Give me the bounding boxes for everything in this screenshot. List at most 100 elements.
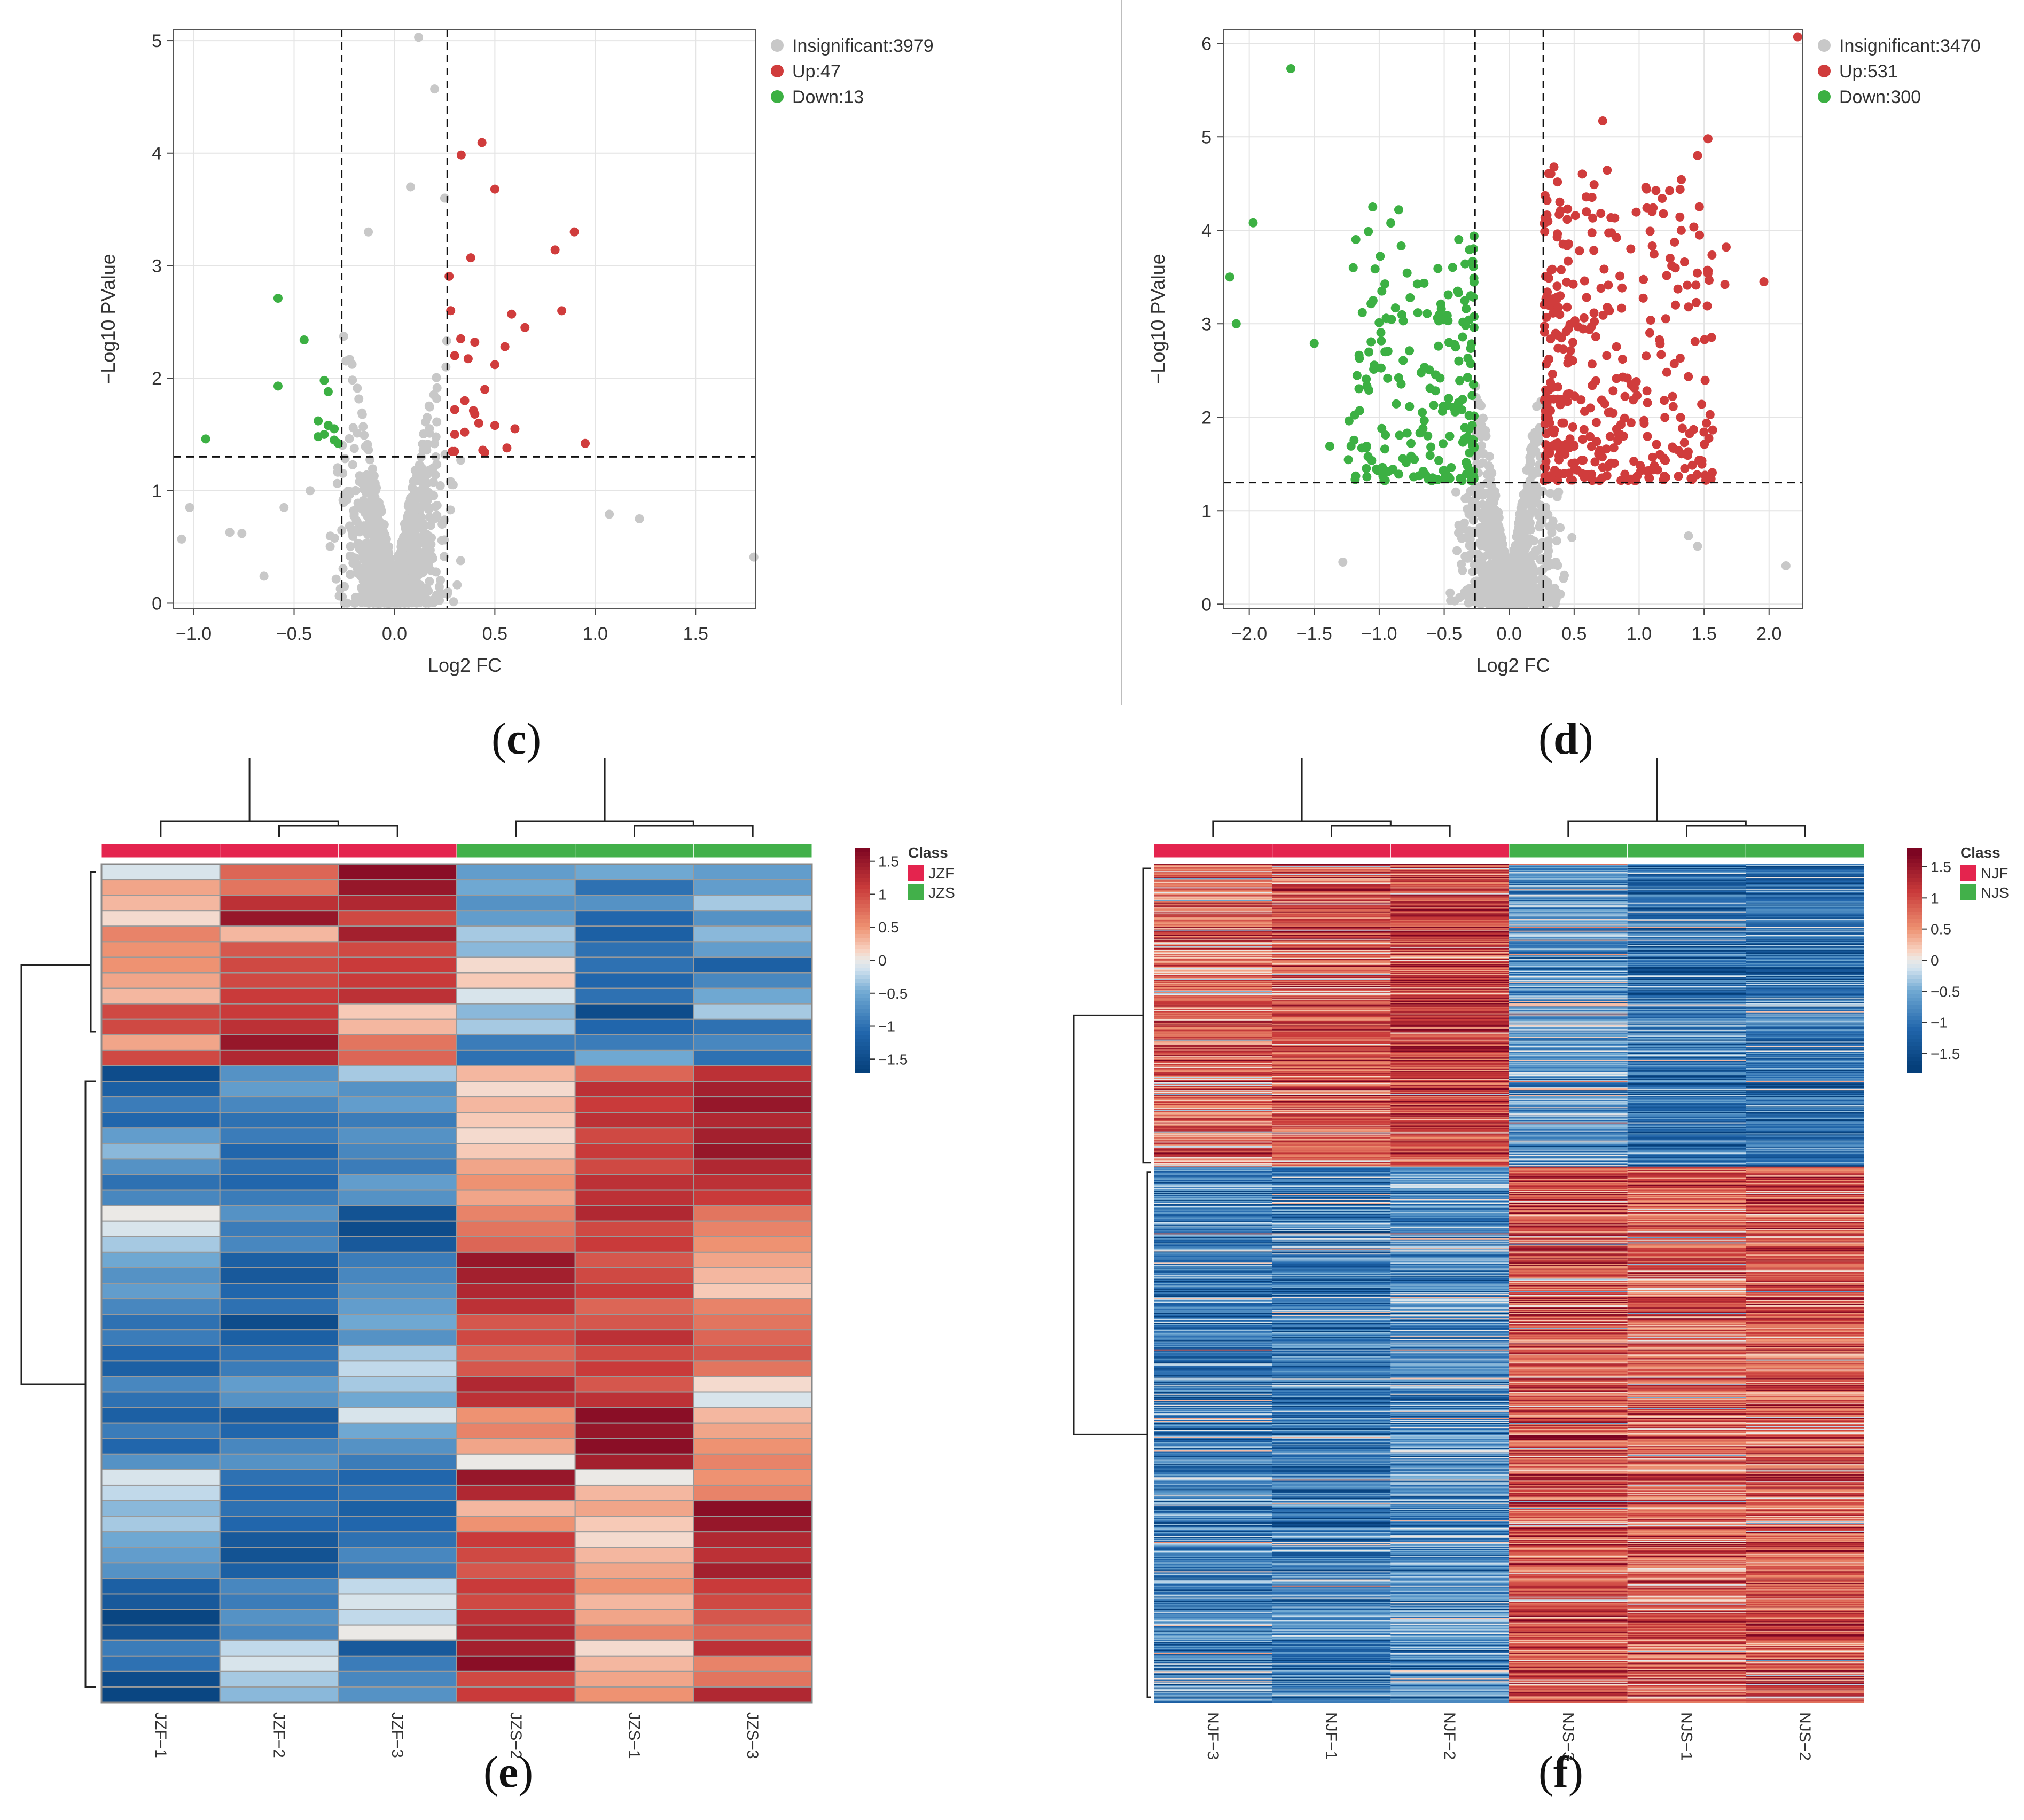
heatmap-cell bbox=[1390, 895, 1509, 897]
heatmap-cell bbox=[1390, 903, 1509, 905]
heatmap-cell bbox=[1390, 1095, 1509, 1097]
up-point bbox=[1542, 293, 1551, 302]
heatmap-cell bbox=[1154, 1080, 1272, 1081]
heatmap-cell bbox=[1509, 1053, 1628, 1054]
insignificant-point bbox=[424, 586, 433, 596]
heatmap-cell bbox=[1390, 943, 1509, 944]
heatmap-cell bbox=[101, 1376, 221, 1393]
heatmap-cell bbox=[1746, 1073, 1864, 1074]
insignificant-point bbox=[431, 432, 441, 442]
up-point bbox=[1647, 241, 1657, 250]
heatmap-cell bbox=[1746, 914, 1864, 916]
heatmap-cell bbox=[1390, 1111, 1509, 1113]
heatmap-cell bbox=[1154, 1128, 1272, 1130]
heatmap-cell bbox=[1390, 866, 1509, 868]
up-point bbox=[474, 418, 483, 428]
heatmap-cell bbox=[1509, 914, 1628, 916]
heatmap-cell bbox=[1272, 912, 1391, 914]
heatmap-cell bbox=[1746, 1104, 1864, 1106]
heatmap-cell bbox=[1509, 899, 1628, 901]
heatmap-cell bbox=[1272, 902, 1391, 904]
down-point bbox=[1376, 252, 1385, 261]
colorbar-segment bbox=[855, 1031, 870, 1035]
heatmap-cell bbox=[1154, 883, 1272, 885]
heatmap-cell bbox=[1746, 907, 1864, 909]
insignificant-point bbox=[400, 534, 409, 544]
insignificant-point bbox=[1543, 551, 1552, 561]
down-point bbox=[1378, 472, 1388, 481]
up-point bbox=[1660, 413, 1670, 422]
heatmap-cell bbox=[1509, 1084, 1628, 1086]
heatmap-cell bbox=[338, 1547, 457, 1564]
heatmap-cell bbox=[1746, 875, 1864, 877]
heatmap-cell bbox=[1272, 972, 1391, 974]
up-point bbox=[1660, 396, 1669, 405]
heatmap-cell bbox=[574, 1547, 694, 1564]
heatmap-cell bbox=[1627, 1046, 1746, 1048]
heatmap-cell bbox=[1272, 1015, 1391, 1017]
down-point bbox=[1348, 263, 1358, 272]
heatmap-cell bbox=[1746, 924, 1864, 926]
insignificant-point bbox=[335, 584, 345, 594]
heatmap-cell bbox=[1509, 946, 1628, 947]
heatmap-cell bbox=[1746, 1057, 1864, 1060]
heatmap-cell bbox=[1272, 977, 1391, 979]
heatmap-cell bbox=[1154, 899, 1272, 901]
down-point bbox=[1405, 346, 1415, 356]
heatmap-cell bbox=[1390, 942, 1509, 943]
heatmap-cell bbox=[1627, 945, 1746, 946]
insignificant-point bbox=[1475, 529, 1485, 538]
heatmap-cell bbox=[1509, 921, 1628, 923]
heatmap-cell bbox=[1154, 877, 1272, 879]
insignificant-point bbox=[415, 503, 425, 513]
heatmap-cell bbox=[1272, 946, 1391, 947]
heatmap-cell bbox=[1746, 1056, 1864, 1058]
heatmap-cell bbox=[1627, 1056, 1746, 1058]
heatmap-cell bbox=[1746, 1095, 1864, 1097]
up-point bbox=[1668, 391, 1677, 401]
heatmap-cell bbox=[1272, 986, 1391, 988]
heatmap-cell bbox=[1746, 999, 1864, 1001]
heatmap-cell bbox=[456, 1670, 576, 1688]
heatmap-cell bbox=[1509, 967, 1628, 969]
heatmap-cell bbox=[1509, 1112, 1628, 1114]
down-point bbox=[1351, 235, 1361, 244]
heatmap-cell bbox=[1390, 1102, 1509, 1104]
heatmap-cell bbox=[1746, 896, 1864, 898]
heatmap-cell bbox=[1746, 1048, 1864, 1050]
heatmap-cell bbox=[1272, 1128, 1391, 1130]
insignificant-point bbox=[409, 574, 418, 583]
heatmap-cell bbox=[1390, 976, 1509, 978]
insignificant-point bbox=[338, 564, 348, 574]
heatmap-cell bbox=[1746, 946, 1864, 948]
heatmap-cell bbox=[219, 1267, 339, 1284]
heatmap-cell bbox=[1627, 1112, 1746, 1114]
heatmap-cell bbox=[101, 1127, 221, 1144]
heatmap-cell bbox=[1627, 1062, 1746, 1063]
colorbar-segment bbox=[855, 956, 870, 961]
heatmap-cell bbox=[1627, 992, 1746, 994]
heatmap-cell bbox=[1746, 1070, 1864, 1071]
plot-frame bbox=[173, 29, 756, 609]
heatmap-cell bbox=[574, 1562, 694, 1579]
heatmap-cell bbox=[1509, 982, 1628, 984]
up-point bbox=[1598, 116, 1607, 125]
heatmap-cell bbox=[574, 941, 694, 958]
heatmap-cell bbox=[1509, 1038, 1628, 1040]
column-label: JZF−2 bbox=[270, 1712, 288, 1758]
heatmap-cell bbox=[1509, 1082, 1628, 1084]
down-point bbox=[1398, 356, 1408, 365]
heatmap-cell bbox=[1272, 1023, 1391, 1025]
heatmap-cell bbox=[1390, 883, 1509, 885]
heatmap-cell bbox=[1627, 919, 1746, 921]
heatmap-cell bbox=[1509, 994, 1628, 996]
heatmap-cell bbox=[1746, 1088, 1864, 1089]
down-point bbox=[1469, 244, 1478, 254]
up-point bbox=[1559, 418, 1568, 428]
heatmap-cell bbox=[693, 1531, 813, 1548]
heatmap-cell bbox=[693, 1158, 813, 1175]
insignificant-point bbox=[408, 554, 418, 564]
heatmap-cell bbox=[1509, 928, 1628, 930]
heatmap-cell bbox=[1272, 1073, 1391, 1076]
heatmap-cell bbox=[101, 1407, 221, 1424]
